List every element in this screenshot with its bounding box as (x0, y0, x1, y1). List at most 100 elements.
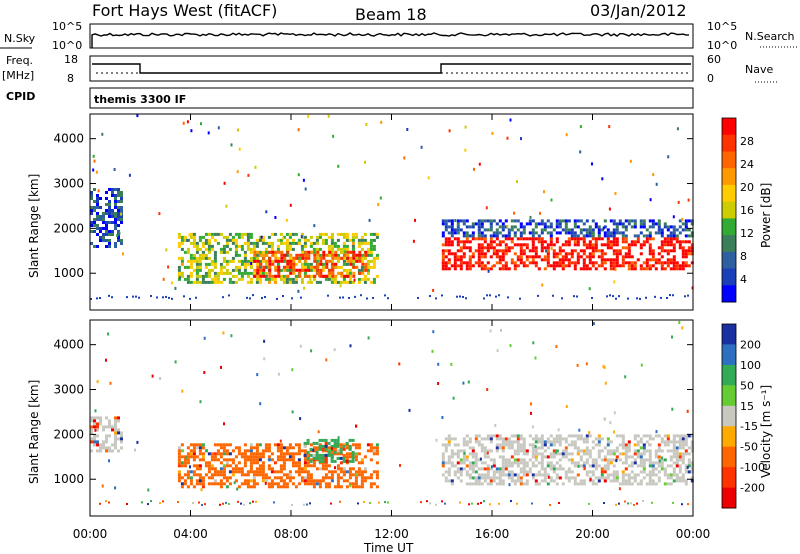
power-echo-cell (321, 265, 325, 269)
velocity-echo-cell (633, 479, 637, 483)
velocity-echo-cell (333, 444, 337, 448)
velocity-echo-cell (510, 479, 514, 483)
noise-cell (333, 348, 336, 352)
power-echo-cell (615, 231, 619, 235)
noise-cell (126, 296, 128, 299)
noise-cell (435, 438, 438, 442)
power-echo-cell (594, 249, 598, 253)
power-echo-cell (603, 243, 607, 247)
power-echo-cell (558, 219, 562, 223)
velocity-echo-cell (666, 440, 670, 444)
velocity-echo-cell (630, 461, 634, 465)
power-echo-cell (348, 268, 352, 272)
velocity-echo-cell (237, 485, 241, 489)
power-echo-cell (648, 249, 652, 253)
velocity-echo-cell (360, 470, 364, 474)
power-echo-cell (489, 240, 493, 244)
velocity-echo-cell (498, 479, 502, 483)
velocity-echo-cell (591, 482, 595, 486)
velocity-echo-cell (606, 443, 610, 447)
velocity-echo-cell (315, 456, 319, 460)
velocity-echo-cell (444, 446, 448, 450)
velocity-echo-cell (240, 467, 244, 471)
power-echo-cell (492, 240, 496, 244)
power-echo-cell (259, 253, 263, 257)
noise-cell (399, 463, 401, 467)
power-echo-cell (369, 253, 373, 257)
velocity-echo-cell (366, 476, 370, 480)
colorbar-swatch (722, 426, 736, 448)
power-echo-cell (363, 241, 367, 245)
power-echo-cell (237, 268, 241, 272)
noise-cell (303, 503, 305, 506)
velocity-echo-cell (678, 467, 682, 471)
velocity-echo-cell (585, 452, 589, 456)
velocity-echo-cell (102, 425, 105, 429)
power-echo-cell (303, 241, 307, 245)
power-echo-cell (225, 268, 229, 272)
noise-cell (545, 249, 548, 253)
velocity-echo-cell (345, 441, 349, 445)
power-echo-cell (270, 277, 274, 281)
power-echo-cell (102, 221, 105, 224)
velocity-echo-cell (183, 482, 187, 486)
velocity-echo-cell (639, 452, 643, 456)
velocity-echo-cell (255, 467, 259, 471)
velocity-echo-cell (102, 428, 105, 432)
velocity-echo-cell (471, 482, 475, 486)
power-echo-cell (304, 274, 308, 278)
velocity-echo-cell (642, 434, 646, 438)
velocity-echo-cell (210, 467, 214, 471)
power-echo-cell (90, 212, 93, 215)
power-echo-cell (672, 246, 676, 250)
noise-cell (150, 500, 152, 503)
velocity-echo-cell (372, 449, 376, 453)
velocity-echo-cell (345, 470, 349, 474)
velocity-echo-cell (495, 443, 499, 447)
velocity-echo-cell (261, 467, 265, 471)
power-echo-cell (522, 243, 526, 247)
noise-cell (355, 424, 357, 428)
velocity-echo-cell (471, 446, 475, 450)
power-echo-cell (558, 231, 562, 235)
power-echo-cell (528, 231, 532, 235)
power-echo-cell (177, 271, 181, 275)
power-echo-cell (340, 274, 344, 278)
power-echo-cell (204, 238, 208, 242)
power-echo-cell (684, 249, 688, 253)
power-echo-cell (531, 249, 535, 253)
velocity-echo-cell (681, 479, 685, 483)
power-echo-cell (483, 219, 487, 223)
power-echo-cell (213, 271, 217, 275)
power-echo-cell (114, 218, 117, 221)
velocity-echo-cell (213, 470, 217, 474)
velocity-echo-cell (681, 461, 685, 465)
velocity-echo-cell (642, 446, 646, 450)
velocity-echo-cell (96, 422, 99, 426)
power-echo-cell (330, 232, 334, 236)
velocity-echo-cell (351, 467, 355, 471)
power-echo-cell (672, 231, 676, 235)
power-echo-cell (657, 228, 661, 232)
velocity-echo-cell (480, 449, 484, 453)
power-echo-cell (237, 259, 241, 263)
power-echo-cell (603, 258, 607, 262)
power-echo-cell (597, 237, 601, 241)
velocity-echo-cell (354, 443, 358, 447)
noise-cell (96, 297, 98, 300)
power-echo-cell (624, 219, 628, 223)
velocity-echo-cell (369, 482, 373, 486)
velocity-echo-cell (621, 440, 625, 444)
velocity-echo-cell (648, 470, 652, 474)
noise-cell (252, 500, 254, 503)
power-echo-cell (531, 237, 535, 241)
velocity-echo-cell (324, 482, 328, 486)
noise-cell (92, 154, 95, 158)
power-echo-cell (522, 231, 526, 235)
velocity-echo-cell (348, 438, 352, 442)
noise-cell (92, 168, 95, 172)
power-echo-cell (507, 234, 511, 238)
power-echo-cell (334, 250, 338, 254)
power-echo-cell (234, 238, 238, 242)
velocity-echo-cell (93, 443, 96, 447)
